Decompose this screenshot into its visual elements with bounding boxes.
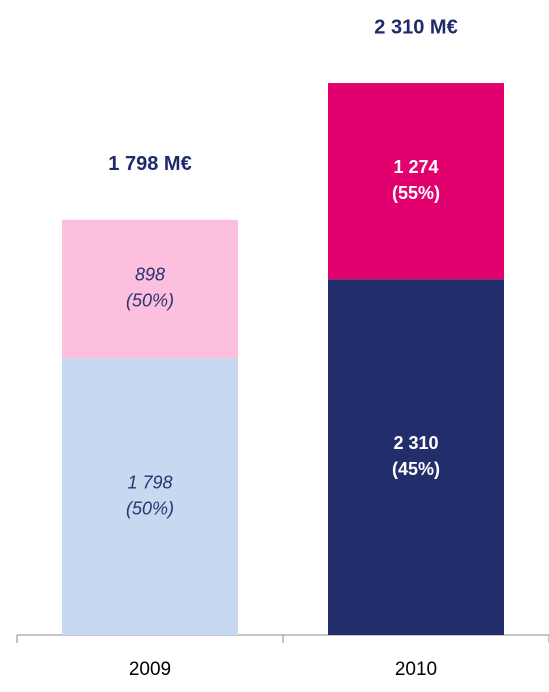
total-label: 1 798 M€: [108, 153, 191, 175]
bar-segment: [62, 358, 238, 635]
value-label: 1 274: [393, 157, 438, 177]
share-label: (50%): [126, 498, 174, 518]
value-label: 898: [135, 265, 165, 285]
value-label: 2 310: [393, 433, 438, 453]
total-label: 2 310 M€: [374, 16, 457, 38]
x-tick-label: 2010: [395, 659, 437, 680]
share-label: (50%): [126, 291, 174, 311]
value-label: 1 798: [127, 472, 172, 492]
bar-segment: [62, 219, 238, 359]
bar-segment: [328, 83, 504, 280]
x-tick-label: 2009: [129, 659, 171, 680]
bar-segment: [328, 279, 504, 635]
share-label: (45%): [392, 459, 440, 479]
share-label: (55%): [392, 183, 440, 203]
